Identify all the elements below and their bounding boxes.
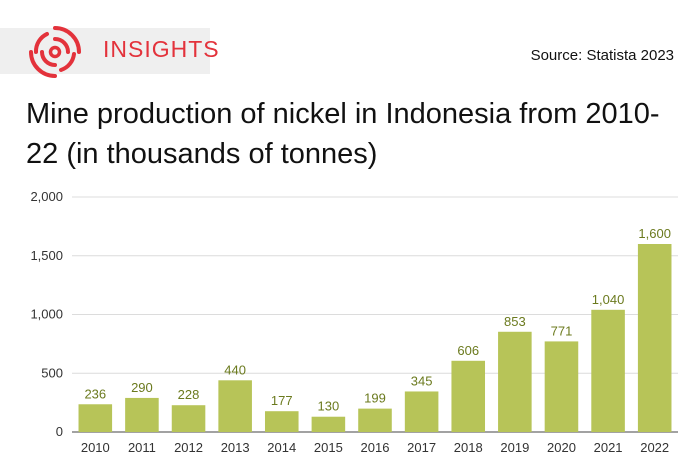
bar [311,416,346,432]
bar [591,309,625,432]
source-note: Source: Statista 2023 [531,47,674,64]
y-tick-label: 0 [56,424,63,439]
y-tick-label: 2,000 [30,189,63,204]
source-label: Source: [530,47,583,64]
data-label: 345 [411,373,433,388]
x-tick-label: 2011 [128,440,156,455]
bar [264,411,299,432]
bar [125,397,159,432]
bar [544,341,579,432]
data-label: 228 [178,387,200,402]
data-label: 771 [551,323,573,338]
bar [451,360,486,432]
bar [404,391,439,432]
bar [218,380,252,432]
brand-name: INSIGHTS [103,36,220,62]
data-label: 606 [457,343,479,358]
y-tick-label: 1,000 [30,307,63,322]
data-label: 199 [364,391,386,406]
x-tick-label: 2017 [407,440,436,455]
data-label: 177 [271,393,293,408]
bar [171,405,206,432]
x-tick-label: 2021 [594,440,623,455]
x-tick-label: 2020 [547,440,576,455]
data-label: 1,600 [638,226,671,241]
x-tick-label: 2022 [640,440,669,455]
concentric-arcs-icon [29,26,81,78]
bar [358,408,392,432]
chart-title: Mine production of nickel in Indonesia f… [26,98,660,170]
x-tick-label: 2014 [267,440,296,455]
data-label: 1,040 [592,292,625,307]
x-tick-label: 2010 [81,440,110,455]
data-label: 853 [504,314,526,329]
source-value: Statista 2023 [586,47,674,64]
x-tick-label: 2016 [361,440,390,455]
bar [78,404,113,432]
x-tick-label: 2019 [500,440,529,455]
x-tick-label: 2015 [314,440,343,455]
x-tick-label: 2013 [221,440,250,455]
data-label: 440 [224,362,246,377]
y-tick-label: 500 [41,365,63,380]
y-tick-label: 1,500 [30,248,63,263]
bar [637,244,672,432]
data-label: 130 [318,399,340,414]
data-label: 290 [131,380,153,395]
bar [498,331,532,432]
x-tick-label: 2012 [174,440,203,455]
x-tick-label: 2018 [454,440,483,455]
data-label: 236 [84,386,106,401]
